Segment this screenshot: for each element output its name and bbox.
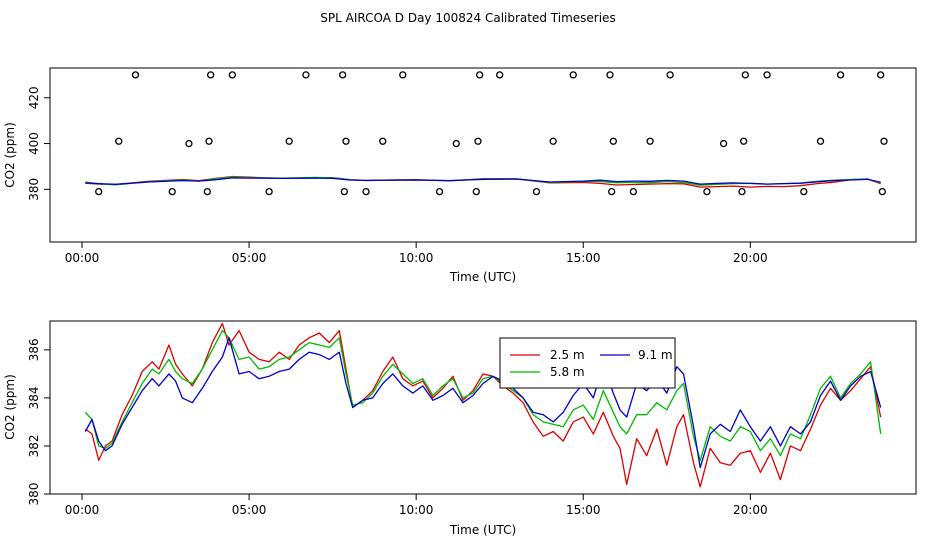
flagged-point — [836, 71, 845, 79]
legend-label-2-5m: 2.5 m — [550, 348, 585, 362]
flagged-point — [666, 71, 674, 79]
flagged-point — [569, 71, 577, 79]
top-flagged-points — [95, 71, 888, 196]
top-panel: 00:00 05:00 10:00 15:00 20:00 380 400 420 Time… — [3, 67, 917, 284]
bottom-y-axis-label: CO2 (ppm) — [3, 374, 17, 440]
flagged-point — [880, 137, 888, 145]
flagged-point — [738, 187, 746, 196]
flagged-point — [816, 137, 825, 145]
top-y-axis: 380 400 420 — [27, 86, 51, 201]
top-y-axis-label: CO2 (ppm) — [3, 122, 17, 188]
flagged-point — [608, 187, 616, 196]
legend: 2.5 m 9.1 m 5.8 m — [499, 337, 676, 389]
flagged-point — [207, 71, 215, 79]
flagged-point — [399, 71, 407, 79]
legend-label-9-1m: 9.1 m — [638, 348, 673, 362]
flagged-point — [476, 71, 484, 79]
legend-label-5-8m: 5.8 m — [550, 365, 585, 379]
x-tick-label: 05:00 — [232, 251, 267, 265]
top-x-axis: 00:00 05:00 10:00 15:00 20:00 — [65, 241, 768, 265]
top-plot-frame — [49, 67, 917, 243]
flagged-point — [606, 71, 614, 79]
flagged-point — [740, 137, 748, 145]
series-line-9-1-m — [85, 177, 881, 185]
flagged-point — [95, 187, 103, 196]
flagged-point — [763, 71, 771, 79]
x-tick-label: 05:00 — [232, 503, 267, 517]
flagged-point — [340, 187, 348, 196]
flagged-point — [719, 139, 728, 148]
y-tick-label: 382 — [27, 434, 41, 457]
flagged-point — [338, 71, 347, 79]
flagged-point — [877, 71, 885, 79]
flagged-point — [609, 137, 617, 145]
y-tick-label: 386 — [27, 338, 41, 361]
flagged-point — [131, 71, 140, 79]
x-tick-label: 10:00 — [399, 251, 434, 265]
flagged-point — [115, 137, 123, 145]
flagged-point — [379, 137, 387, 145]
flagged-point — [549, 137, 557, 145]
flagged-point — [496, 71, 504, 79]
flagged-point — [228, 71, 237, 79]
flagged-point — [205, 137, 213, 145]
y-tick-label: 380 — [27, 178, 41, 201]
x-tick-label: 20:00 — [733, 251, 768, 265]
flagged-point — [532, 187, 541, 196]
flagged-point — [629, 187, 638, 196]
series-line-9-1-m — [84, 337, 882, 469]
y-tick-label: 380 — [27, 483, 41, 506]
flagged-point — [703, 187, 711, 196]
flagged-point — [185, 139, 193, 148]
flagged-point — [646, 137, 654, 145]
flagged-point — [878, 187, 886, 196]
series-line-2-5-m — [84, 322, 882, 488]
bottom-y-axis: 380 382 384 386 — [27, 338, 51, 506]
flagged-point — [362, 187, 370, 196]
bottom-x-axis: 00:00 05:00 10:00 15:00 20:00 — [65, 493, 768, 517]
y-tick-label: 400 — [27, 132, 41, 155]
x-tick-label: 20:00 — [733, 503, 768, 517]
bottom-series-lines — [84, 322, 882, 488]
y-tick-label: 420 — [27, 86, 41, 109]
y-tick-label: 384 — [27, 386, 41, 409]
flagged-point — [203, 187, 211, 196]
flagged-point — [741, 71, 749, 79]
chart-title: SPL AIRCOA D Day 100824 Calibrated Times… — [320, 11, 615, 25]
x-tick-label: 15:00 — [566, 503, 601, 517]
flagged-point — [168, 187, 176, 196]
bottom-x-axis-label: Time (UTC) — [449, 523, 516, 537]
flagged-point — [800, 187, 808, 196]
legend-box — [499, 337, 676, 389]
bottom-plot-frame — [49, 320, 917, 495]
flagged-point — [265, 187, 273, 196]
flagged-point — [452, 139, 460, 148]
flagged-point — [472, 187, 480, 196]
top-series-lines — [85, 175, 881, 188]
top-x-axis-label: Time (UTC) — [449, 270, 516, 284]
x-tick-label: 00:00 — [65, 503, 100, 517]
flagged-point — [474, 137, 482, 145]
flagged-point — [285, 137, 293, 145]
x-tick-label: 00:00 — [65, 251, 100, 265]
flagged-point — [342, 137, 350, 145]
flagged-point — [302, 71, 310, 79]
x-tick-label: 15:00 — [566, 251, 601, 265]
series-line-2-5-m — [85, 175, 881, 188]
series-line-5-8-m — [84, 329, 882, 462]
x-tick-label: 10:00 — [399, 503, 434, 517]
bottom-panel: 00:00 05:00 10:00 15:00 20:00 380 382 384 386 T… — [3, 320, 917, 537]
flagged-point — [435, 187, 444, 196]
